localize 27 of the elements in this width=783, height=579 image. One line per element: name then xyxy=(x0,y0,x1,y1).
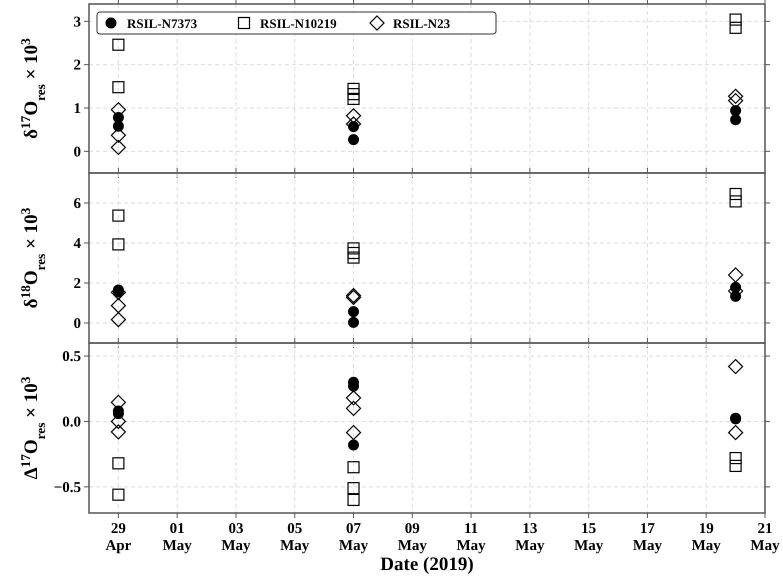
y-tick-label: 0.5 xyxy=(62,349,81,366)
x-tick-label: 01 May xyxy=(162,521,192,554)
x-tick-label: 15 May xyxy=(574,521,604,554)
y-tick-label: 2 xyxy=(74,276,81,292)
x-tick-label: 13 May xyxy=(515,521,545,554)
x-tick-label: 19 May xyxy=(692,521,722,554)
legend-label: RSIL-N7373 xyxy=(127,16,198,31)
y-tick-label: −0.5 xyxy=(54,480,81,496)
y-tick-label: 2 xyxy=(74,58,81,74)
y-tick-label: 0.0 xyxy=(62,414,81,430)
x-axis-title: Date (2019) xyxy=(380,554,474,575)
y-tick-label: 4 xyxy=(74,236,82,252)
y-tick-label: 0 xyxy=(74,316,81,332)
y-tick-label: 6 xyxy=(74,196,82,212)
x-tick-label: 03 May xyxy=(221,521,252,554)
y-tick-label: 0 xyxy=(74,144,81,160)
legend-label: RSIL-N10219 xyxy=(260,16,338,31)
x-tick-label: 17 May xyxy=(632,521,663,554)
x-tick-label: 21 May xyxy=(750,521,780,554)
x-tick-label: 09 May xyxy=(398,521,428,554)
legend-label: RSIL-N23 xyxy=(393,16,451,31)
x-tick-label: 11 May xyxy=(456,521,486,554)
y-tick-label: 3 xyxy=(74,14,81,30)
x-tick-label: 05 May xyxy=(280,521,310,554)
x-tick-label: 29 Apr xyxy=(105,521,132,554)
x-tick-label: 07 May xyxy=(338,521,369,554)
y-tick-label: 1 xyxy=(74,101,81,117)
